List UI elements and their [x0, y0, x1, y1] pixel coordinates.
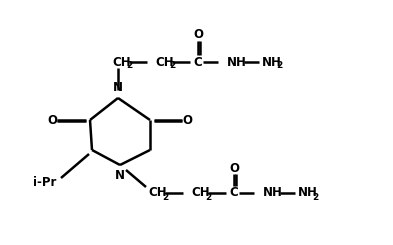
- Text: 2: 2: [162, 193, 168, 201]
- Text: 2: 2: [276, 61, 282, 71]
- Text: CH: CH: [148, 186, 167, 199]
- Text: O: O: [193, 28, 203, 41]
- Text: NH: NH: [227, 56, 247, 69]
- Text: C: C: [194, 56, 202, 69]
- Text: C: C: [230, 186, 239, 199]
- Text: CH: CH: [155, 56, 174, 69]
- Text: N: N: [113, 81, 123, 94]
- Text: CH: CH: [191, 186, 209, 199]
- Text: NH: NH: [262, 56, 282, 69]
- Text: N: N: [115, 169, 125, 182]
- Text: NH: NH: [298, 186, 318, 199]
- Text: O: O: [182, 113, 192, 126]
- Text: 2: 2: [205, 193, 211, 201]
- Text: NH: NH: [263, 186, 283, 199]
- Text: CH: CH: [112, 56, 130, 69]
- Text: 2: 2: [312, 193, 318, 201]
- Text: i-Pr: i-Pr: [33, 176, 57, 189]
- Text: O: O: [47, 113, 57, 126]
- Text: 2: 2: [169, 61, 175, 71]
- Text: O: O: [229, 161, 239, 174]
- Text: 2: 2: [126, 61, 132, 71]
